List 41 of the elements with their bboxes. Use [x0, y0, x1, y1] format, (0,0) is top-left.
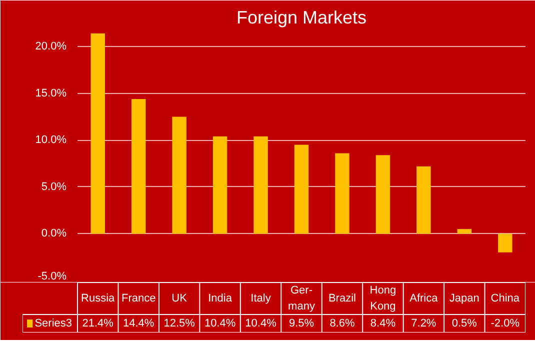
data-label: 10.4%: [245, 318, 277, 330]
data-label: 8.4%: [370, 318, 396, 330]
bar: [131, 98, 146, 234]
data-label: 9.5%: [288, 318, 314, 330]
x-tick-label: Brazil: [328, 292, 356, 304]
y-tick-label: 15.0%: [35, 87, 67, 100]
x-tick-label: China: [490, 292, 520, 304]
data-label: 14.4%: [122, 318, 154, 330]
x-tick-label: Hong Kong: [370, 284, 396, 312]
bar: [294, 144, 309, 234]
chart-title: Foreign Markets: [236, 8, 367, 28]
bar: [172, 116, 186, 234]
bar: [90, 33, 105, 234]
legend-label: Series3: [34, 318, 72, 330]
x-tick-label: France: [121, 292, 156, 304]
data-label: 10.4%: [204, 318, 236, 330]
x-tick-label: UK: [172, 292, 188, 304]
data-label: -2.0%: [490, 318, 520, 330]
data-label: 12.5%: [164, 318, 196, 330]
x-tick-label: India: [208, 292, 233, 304]
x-tick-label: Russia: [81, 292, 116, 304]
bar: [212, 136, 228, 234]
data-label: 0.5%: [452, 318, 478, 330]
bar: [254, 136, 268, 234]
data-label: 7.2%: [411, 318, 436, 330]
bar: [416, 166, 431, 234]
y-tick-label: 5.0%: [41, 180, 67, 193]
x-tick-label: Japan: [449, 292, 480, 304]
bar: [335, 153, 350, 234]
y-tick-label: 20.0%: [35, 40, 67, 53]
bar: [457, 229, 472, 234]
bar: [376, 155, 390, 234]
y-tick-label: 10.0%: [35, 134, 67, 146]
y-tick-label: -5.0%: [38, 270, 67, 282]
x-tick-label: Africa: [410, 292, 439, 304]
x-tick-label: Ger- many: [288, 284, 316, 312]
data-label: 21.4%: [82, 318, 114, 330]
bar: [498, 234, 512, 252]
data-label: 8.6%: [330, 318, 355, 330]
x-tick-label: Italy: [250, 292, 272, 304]
y-tick-label: 0.0%: [41, 228, 67, 240]
